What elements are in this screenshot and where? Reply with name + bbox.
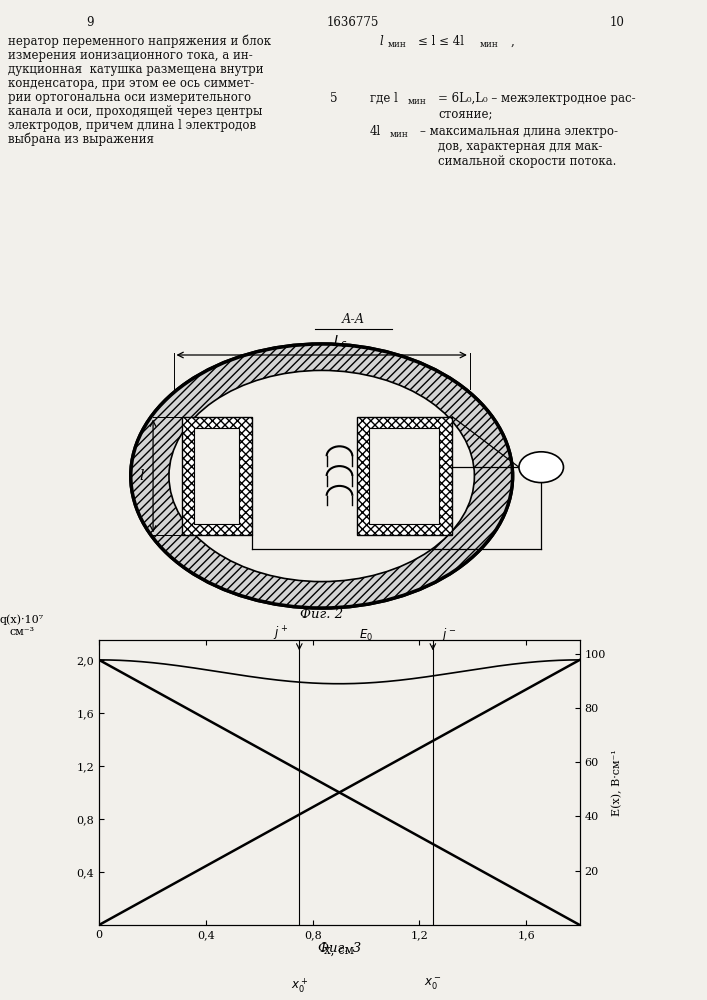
Text: l: l xyxy=(380,35,384,48)
Text: Фиг. 2: Фиг. 2 xyxy=(300,608,343,621)
Text: = 6L₀,L₀ – межэлектродное рас-: = 6L₀,L₀ – межэлектродное рас- xyxy=(438,92,636,105)
Text: конденсатора, при этом ее ось симмет-: конденсатора, при этом ее ось симмет- xyxy=(8,77,254,90)
Text: $j^+$: $j^+$ xyxy=(273,624,288,643)
Bar xyxy=(182,417,252,535)
Text: измерения ионизационного тока, а ин-: измерения ионизационного тока, а ин- xyxy=(8,49,252,62)
Text: ≤ l ≤ 4l: ≤ l ≤ 4l xyxy=(418,35,464,48)
Text: электродов, причем длина l электродов: электродов, причем длина l электродов xyxy=(8,119,256,132)
Text: – максимальная длина электро-: – максимальная длина электро- xyxy=(420,125,618,138)
Text: мин: мин xyxy=(390,130,409,139)
Text: 9: 9 xyxy=(86,16,94,29)
Text: $E_0$: $E_0$ xyxy=(359,628,373,643)
Text: мин: мин xyxy=(388,40,407,49)
Text: Фиг. 3: Фиг. 3 xyxy=(318,942,361,955)
Text: l: l xyxy=(139,469,144,483)
Text: канала и оси, проходящей через центры: канала и оси, проходящей через центры xyxy=(8,105,262,118)
Text: $x_0^-$: $x_0^-$ xyxy=(424,976,442,992)
Text: нератор переменного напряжения и блок: нератор переменного напряжения и блок xyxy=(8,35,271,48)
Text: $j^-$: $j^-$ xyxy=(441,626,457,643)
Text: $L_c$: $L_c$ xyxy=(333,333,349,350)
Circle shape xyxy=(519,452,563,483)
Bar xyxy=(182,417,252,535)
Circle shape xyxy=(169,370,474,582)
Text: симальной скорости потока.: симальной скорости потока. xyxy=(438,155,617,168)
Text: где l: где l xyxy=(370,92,398,105)
Text: q(x)·10⁷
см⁻³: q(x)·10⁷ см⁻³ xyxy=(0,615,44,637)
Y-axis label: E(x), В·см⁻¹: E(x), В·см⁻¹ xyxy=(612,749,622,816)
Text: рии ортогональна оси измерительного: рии ортогональна оси измерительного xyxy=(8,91,251,104)
Text: мин: мин xyxy=(480,40,499,49)
Text: ,: , xyxy=(511,35,515,48)
Bar xyxy=(357,417,452,535)
Text: стояние;: стояние; xyxy=(438,107,493,120)
Text: дов, характерная для мак-: дов, характерная для мак- xyxy=(438,140,602,153)
Text: 5: 5 xyxy=(330,92,337,105)
Text: 4l: 4l xyxy=(370,125,381,138)
Bar xyxy=(370,428,440,524)
Text: дукционная  катушка размещена внутри: дукционная катушка размещена внутри xyxy=(8,63,264,76)
Text: мин: мин xyxy=(408,97,427,106)
Bar xyxy=(357,417,452,535)
Text: $x_0^+$: $x_0^+$ xyxy=(291,976,308,995)
Bar xyxy=(325,439,354,513)
Text: 1636775: 1636775 xyxy=(327,16,379,29)
Text: 10: 10 xyxy=(609,16,624,29)
Text: А-А: А-А xyxy=(342,313,365,326)
Circle shape xyxy=(131,344,513,608)
Bar xyxy=(194,428,239,524)
X-axis label: x, см: x, см xyxy=(325,944,354,957)
Text: выбрана из выражения: выбрана из выражения xyxy=(8,133,154,146)
